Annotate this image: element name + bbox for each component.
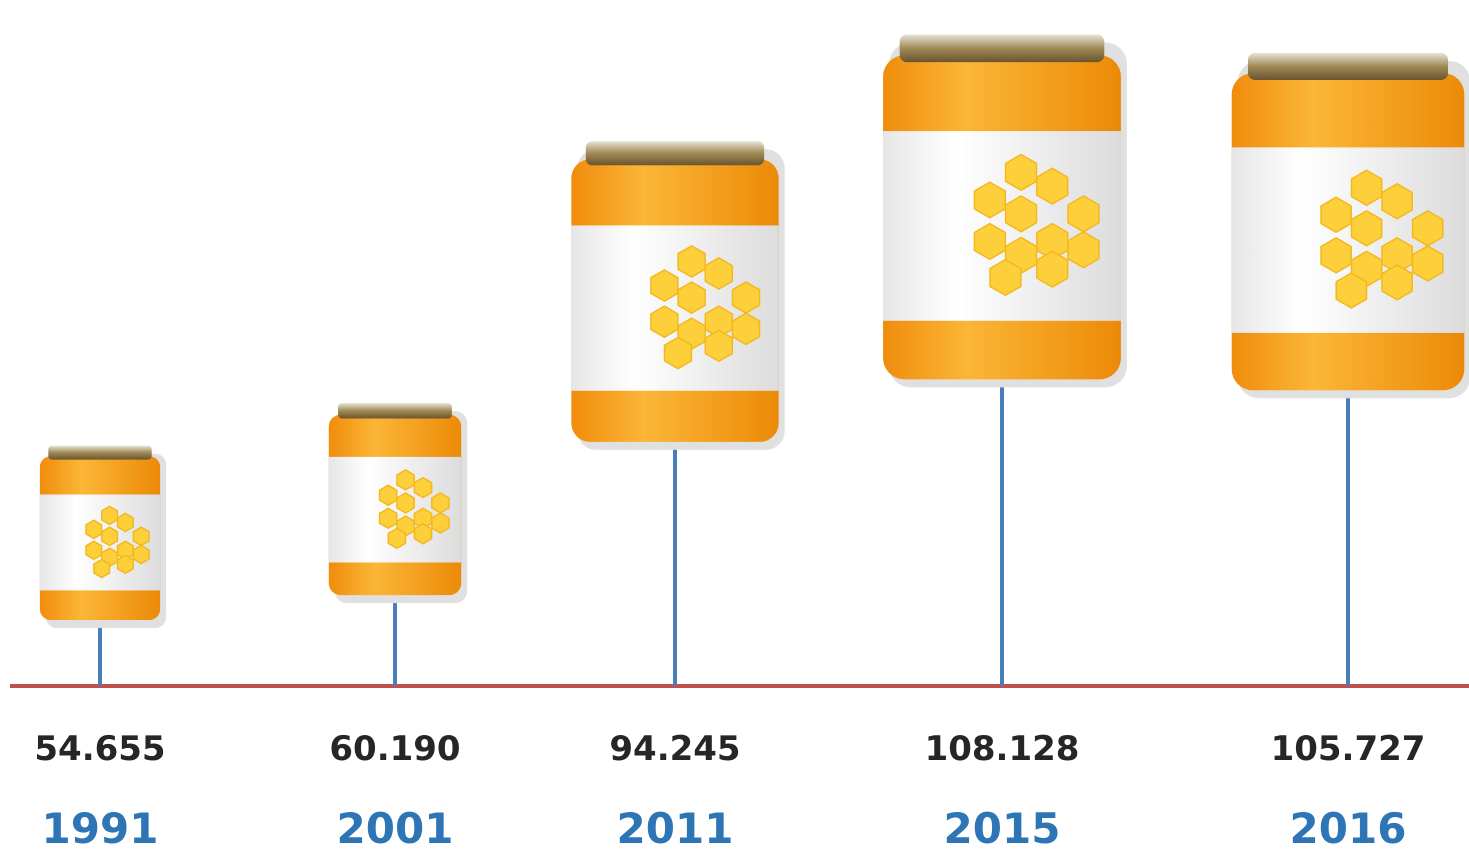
honey-jar (1232, 53, 1469, 398)
honeycomb-cell (1413, 246, 1443, 281)
honeycomb-cell (86, 520, 102, 538)
x-tick-label: 2011 (617, 804, 734, 853)
honey-jar (571, 141, 784, 450)
honeycomb-cell (432, 513, 449, 533)
honeycomb-cell (705, 258, 732, 289)
honeycomb-cell (380, 508, 397, 528)
honey-jar (883, 34, 1127, 387)
honeycomb-cell (133, 527, 149, 545)
honeycomb-cell (432, 493, 449, 513)
value-label: 108.128 (925, 729, 1080, 769)
honeycomb-cell (118, 555, 134, 573)
honey-jar (329, 403, 467, 603)
honeycomb-cell (678, 282, 705, 313)
jar-lid (900, 34, 1105, 62)
chart: 54.655 1991 60.190 2001 94.245 2011 108.128 201… (0, 0, 1469, 853)
honeycomb-cell (678, 246, 705, 277)
x-tick-label: 2001 (337, 804, 454, 853)
honey-jar (40, 446, 166, 628)
honeycomb-cell (380, 485, 397, 505)
honeycomb-cell (388, 528, 405, 548)
value-label: 60.190 (329, 729, 460, 769)
honeycomb-cell (665, 338, 692, 369)
honeycomb-cell (414, 524, 431, 544)
honeycomb-cell (397, 470, 414, 490)
honeycomb-cell (86, 541, 102, 559)
honeycomb-cell (133, 546, 149, 564)
honeycomb-cell (1352, 170, 1382, 205)
honeycomb-cell (651, 306, 678, 337)
honeycomb-cell (705, 330, 732, 361)
honeycomb-cell (94, 560, 110, 578)
honeycomb-cell (733, 282, 760, 313)
x-tick-label: 2015 (944, 804, 1061, 853)
x-tick-label: 2016 (1290, 804, 1407, 853)
value-label: 105.727 (1271, 729, 1426, 769)
honeycomb-cell (102, 527, 118, 545)
honeycomb-cell (651, 270, 678, 301)
x-tick-label: 1991 (42, 804, 159, 853)
honeycomb-cell (397, 493, 414, 513)
honeycomb-cell (102, 506, 118, 524)
value-label: 94.245 (609, 729, 740, 769)
honeycomb-cell (118, 513, 134, 531)
jar-lid (1248, 53, 1448, 80)
jar-lid (586, 141, 764, 165)
value-label: 54.655 (34, 729, 165, 769)
honeycomb-cell (1382, 184, 1412, 219)
honeycomb-cell (1321, 238, 1351, 273)
jar-lid (338, 403, 452, 418)
jar-lid (48, 446, 151, 460)
honeycomb-cell (414, 478, 431, 498)
honeycomb-cell (733, 313, 760, 344)
